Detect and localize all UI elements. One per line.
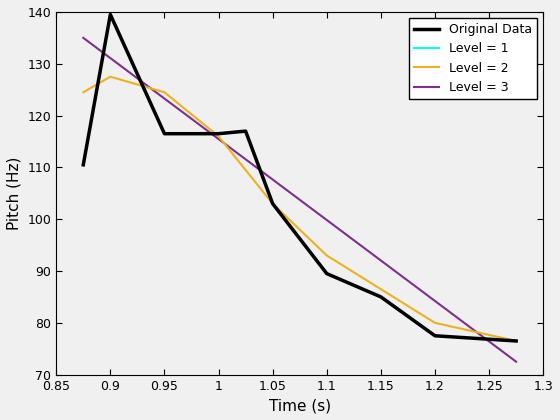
Legend: Original Data, Level = 1, Level = 2, Level = 3: Original Data, Level = 1, Level = 2, Lev…	[409, 18, 537, 99]
X-axis label: Time (s): Time (s)	[269, 398, 331, 413]
Y-axis label: Pitch (Hz): Pitch (Hz)	[7, 157, 22, 230]
